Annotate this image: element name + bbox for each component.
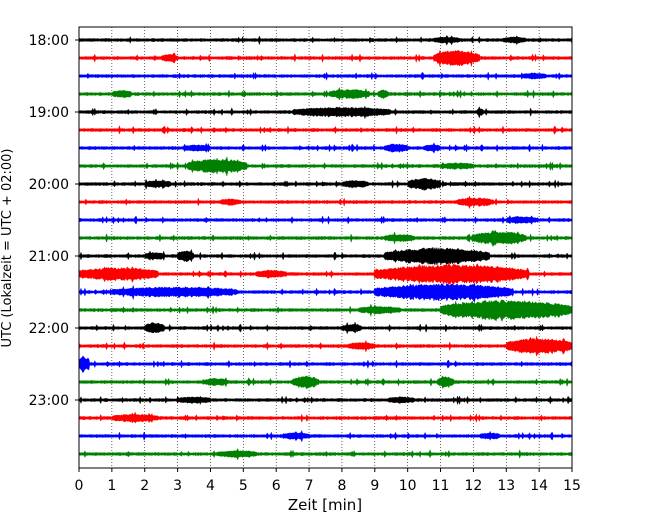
y-tick-label: 23:00 <box>29 393 69 409</box>
x-tick-label: 2 <box>140 478 149 494</box>
x-tick-label: 14 <box>530 478 548 494</box>
plot-background <box>79 27 572 468</box>
y-tick-label: 20:00 <box>29 177 69 193</box>
x-tick-label: 5 <box>239 478 248 494</box>
x-tick-label: 13 <box>497 478 515 494</box>
x-tick-label: 11 <box>432 478 450 494</box>
x-axis-ticks: 0 1 2 3 4 5 6 7 8 9 10 11 12 13 14 15 <box>75 468 581 494</box>
x-tick-label: 6 <box>272 478 281 494</box>
y-tick-label: 21:00 <box>29 249 69 265</box>
x-tick-label: 12 <box>464 478 482 494</box>
x-tick-label: 1 <box>107 478 116 494</box>
x-tick-label: 3 <box>173 478 182 494</box>
x-tick-label: 4 <box>206 478 215 494</box>
x-tick-label: 15 <box>563 478 581 494</box>
x-tick-label: 0 <box>75 478 84 494</box>
x-axis-label: Zeit [min] <box>288 496 362 514</box>
y-tick-label: 19:00 <box>29 105 69 121</box>
x-tick-label: 8 <box>337 478 346 494</box>
y-tick-label: 22:00 <box>29 321 69 337</box>
x-tick-label: 7 <box>305 478 314 494</box>
y-axis-ticks: 18:00 19:00 20:00 21:00 22:00 23:00 <box>29 33 79 409</box>
y-axis-label: UTC (Lokalzeit = UTC + 02:00) <box>0 149 15 348</box>
plot-frame <box>78 26 573 469</box>
y-tick-label: 18:00 <box>29 33 69 49</box>
trace-group <box>78 35 573 461</box>
x-tick-label: 10 <box>399 478 417 494</box>
x-tick-label: 9 <box>370 478 379 494</box>
